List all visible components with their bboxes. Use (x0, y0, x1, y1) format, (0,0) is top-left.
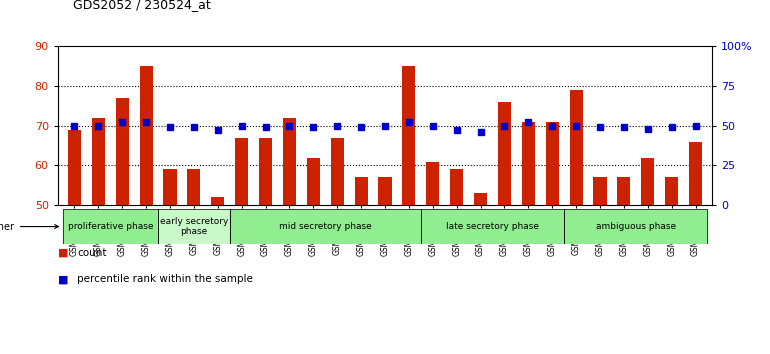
Bar (116, 98, 129, 354)
Bar (354, 177, 368, 354)
Bar (665, 177, 678, 354)
Text: GDS2052 / 230524_at: GDS2052 / 230524_at (73, 0, 211, 11)
Text: late secretory phase: late secretory phase (446, 222, 539, 231)
Text: mid secretory phase: mid secretory phase (279, 222, 372, 231)
Bar (564, 209, 708, 244)
Bar (139, 66, 152, 354)
Bar (474, 193, 487, 354)
Bar (498, 102, 511, 354)
Bar (187, 170, 200, 354)
Bar (421, 209, 564, 244)
Bar (211, 197, 224, 354)
Bar (522, 122, 535, 354)
Bar (689, 142, 702, 354)
Bar (235, 138, 248, 354)
Bar (564, 209, 708, 244)
Bar (421, 209, 564, 244)
Bar (570, 90, 583, 354)
Bar (594, 177, 607, 354)
Text: ambiguous phase: ambiguous phase (596, 222, 676, 231)
Text: percentile rank within the sample: percentile rank within the sample (77, 274, 253, 284)
Text: early secretory
phase: early secretory phase (159, 217, 228, 236)
Text: ■: ■ (58, 248, 69, 258)
Bar (427, 161, 440, 354)
Bar (158, 209, 229, 244)
Bar (402, 66, 416, 354)
Text: proliferative phase: proliferative phase (68, 222, 153, 231)
Bar (92, 118, 105, 354)
Bar (378, 177, 392, 354)
Bar (330, 138, 343, 354)
Text: other: other (0, 222, 59, 232)
Text: ■: ■ (58, 274, 69, 284)
Bar (62, 209, 158, 244)
Bar (62, 209, 158, 244)
Bar (450, 170, 464, 354)
Bar (618, 177, 631, 354)
Bar (283, 118, 296, 354)
Bar (68, 130, 81, 354)
Bar (546, 122, 559, 354)
Bar (641, 158, 654, 354)
Bar (158, 209, 229, 244)
Bar (163, 170, 176, 354)
Text: count: count (77, 248, 106, 258)
Bar (229, 209, 421, 244)
Bar (306, 158, 320, 354)
Bar (229, 209, 421, 244)
Bar (259, 138, 272, 354)
